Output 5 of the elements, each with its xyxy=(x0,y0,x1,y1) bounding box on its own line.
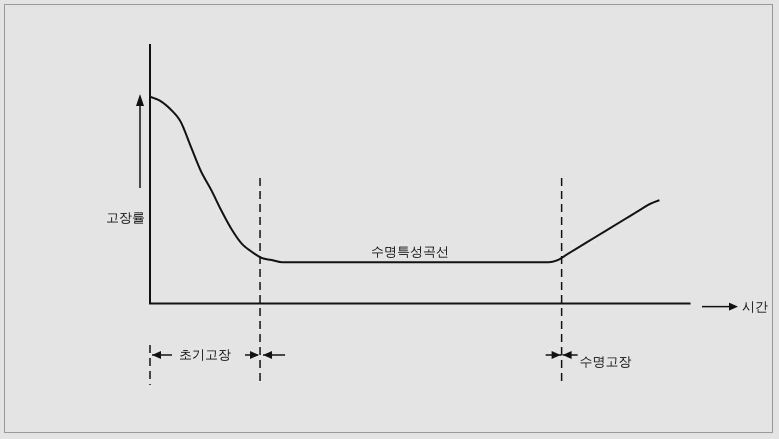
y-axis-title: 고장률 xyxy=(105,210,146,227)
x-axis-title: 시간 xyxy=(741,298,769,316)
text: 초기고장 xyxy=(178,347,232,364)
annotation: 수명특성곡선 xyxy=(370,244,450,261)
text: 수명고장 xyxy=(578,354,633,371)
